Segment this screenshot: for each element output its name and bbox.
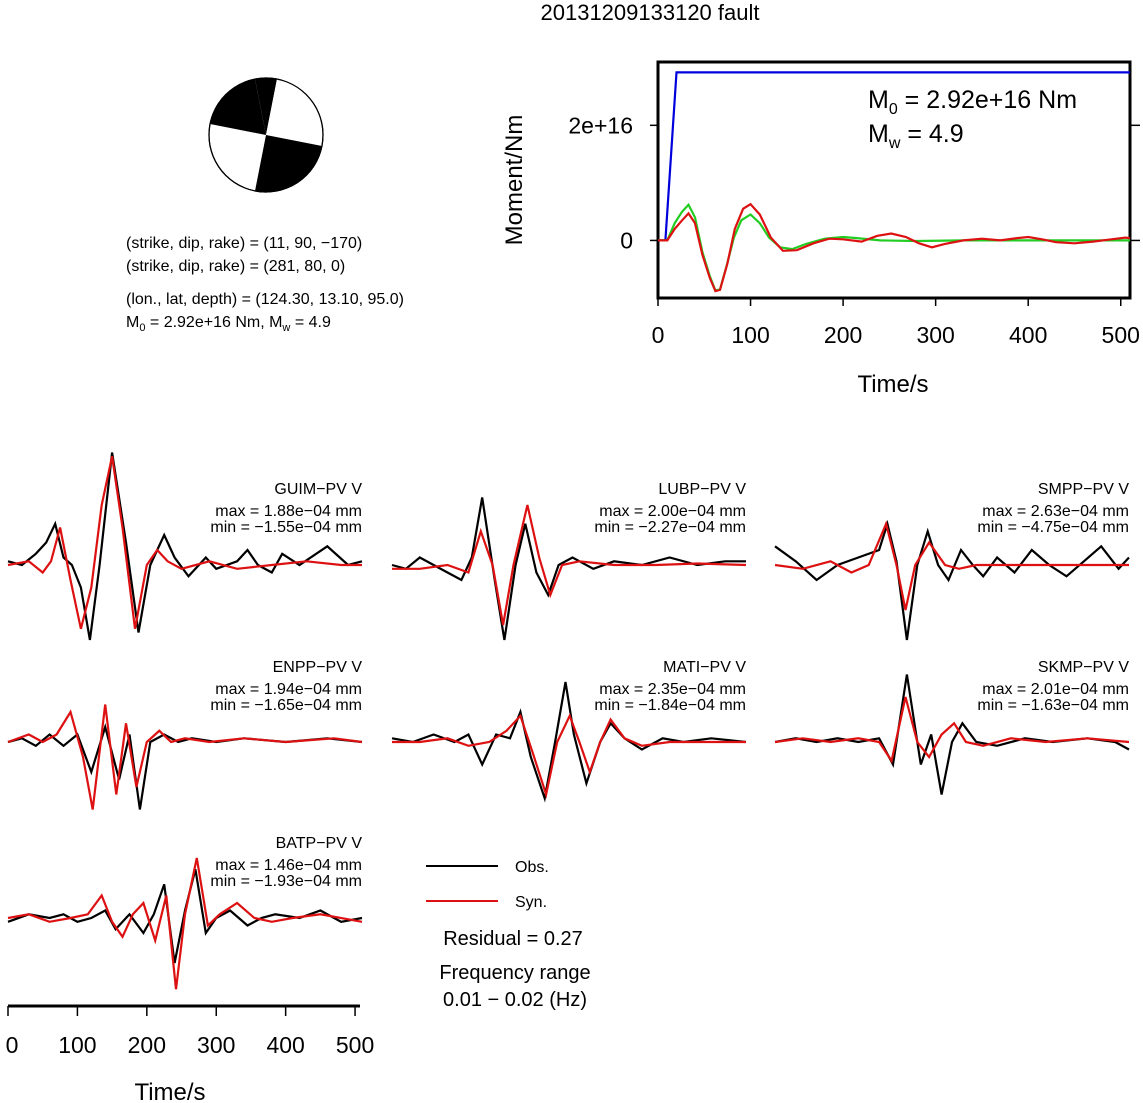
mech-line-1: (strike, dip, rake) = (11, 90, −170) <box>126 235 362 252</box>
moment-annot-mw: Mw = 4.9 <box>868 120 964 152</box>
moment-panel: 0 100 200 300 400 500 0 2e+16 Time/s Moment/Nm… <box>501 60 1140 398</box>
moment-ytick-label: 0 <box>620 227 633 253</box>
station-min: min = −2.27e−04 mm <box>594 519 746 536</box>
moment-ylabel: Moment/Nm <box>501 115 528 246</box>
waveform-xtick-label: 500 <box>336 1032 374 1058</box>
mech-line-3: (lon., lat, depth) = (124.30, 13.10, 95.… <box>126 291 404 308</box>
waveform-xtick-label: 100 <box>58 1032 96 1058</box>
beachball-quadrant-2 <box>255 135 322 193</box>
beachball-quadrant-1 <box>210 79 266 135</box>
moment-rate-obs-curve <box>658 202 1130 292</box>
legend-obs-label: Obs. <box>515 859 549 876</box>
moment-xtick-label: 100 <box>731 322 769 348</box>
syn-trace-smpp <box>774 520 1129 611</box>
mech-line-2: (strike, dip, rake) = (281, 80, 0) <box>126 258 345 275</box>
moment-xtick-label: 400 <box>1009 322 1047 348</box>
station-max: max = 2.35e−04 mm <box>599 681 746 698</box>
station-max: max = 2.63e−04 mm <box>982 503 1129 520</box>
moment-xtick-label: 200 <box>824 322 862 348</box>
station-name: SMPP−PV V <box>1038 481 1129 498</box>
station-max: max = 2.01e−04 mm <box>982 681 1129 698</box>
station-name: SKMP−PV V <box>1038 659 1129 676</box>
station-name: ENPP−PV V <box>273 659 363 676</box>
figure-title: 20131209133120 fault <box>541 0 760 25</box>
station-max: max = 2.00e−04 mm <box>599 503 746 520</box>
waveform-xtick-label: 200 <box>128 1032 166 1058</box>
station-name: GUIM−PV V <box>274 481 362 498</box>
moment-ytick-label: 2e+16 <box>568 112 633 138</box>
frequency-range-label: Frequency range <box>439 962 590 984</box>
station-min: min = −4.75e−04 mm <box>977 519 1129 536</box>
moment-xtick-label: 300 <box>916 322 954 348</box>
waveform-xtick-label: 0 <box>6 1032 19 1058</box>
beachball <box>208 77 324 193</box>
station-max: max = 1.46e−04 mm <box>215 857 362 874</box>
obs-trace-batp <box>7 869 363 964</box>
beachball-quadrant-1b <box>255 77 277 135</box>
syn-trace-lubp <box>392 504 747 626</box>
station-min: min = −1.55e−04 mm <box>210 519 362 536</box>
waveform-xlabel: Time/s <box>134 1079 205 1103</box>
obs-trace-smpp <box>774 519 1130 641</box>
station-min: min = −1.65e−04 mm <box>210 697 362 714</box>
obs-trace-lubp <box>391 497 746 641</box>
station-name: MATI−PV V <box>663 659 746 676</box>
station-min: min = −1.93e−04 mm <box>210 873 362 890</box>
moment-xtick-label: 500 <box>1102 322 1140 348</box>
station-name: LUBP−PV V <box>658 481 746 498</box>
moment-frame <box>656 60 1132 300</box>
moment-rate-syn-curve <box>658 202 1131 293</box>
syn-trace-batp <box>7 857 363 990</box>
station-min: min = −1.84e−04 mm <box>594 697 746 714</box>
residual-text: Residual = 0.27 <box>443 928 583 950</box>
mech-line-4: M0 = 2.92e+16 Nm, Mw = 4.9 <box>126 314 331 334</box>
syn-trace-skmp <box>774 696 1130 764</box>
syn-trace-guim <box>7 456 362 630</box>
station-name: BATP−PV V <box>276 835 363 852</box>
moment-xtick-label: 0 <box>652 322 665 348</box>
syn-trace-enpp <box>7 704 363 810</box>
station-min: min = −1.63e−04 mm <box>977 697 1129 714</box>
moment-annot-m0: M0 = 2.92e+16 Nm <box>868 86 1077 118</box>
frequency-range-value: 0.01 − 0.02 (Hz) <box>443 989 587 1011</box>
waveform-xtick-label: 400 <box>266 1032 304 1058</box>
beachball-quadrant-w <box>266 79 321 135</box>
legend-syn-label: Syn. <box>515 894 547 911</box>
legend: Obs. Syn. Residual = 0.27 Frequency rang… <box>426 859 591 1011</box>
waveform-time-axis: 0 100 200 300 400 500 Time/s <box>6 1004 374 1103</box>
moment-xlabel: Time/s <box>857 371 928 398</box>
station-max: max = 1.88e−04 mm <box>215 503 362 520</box>
syn-trace-mati <box>392 712 746 799</box>
station-max: max = 1.94e−04 mm <box>215 681 362 698</box>
waveform-xtick-label: 300 <box>197 1032 235 1058</box>
